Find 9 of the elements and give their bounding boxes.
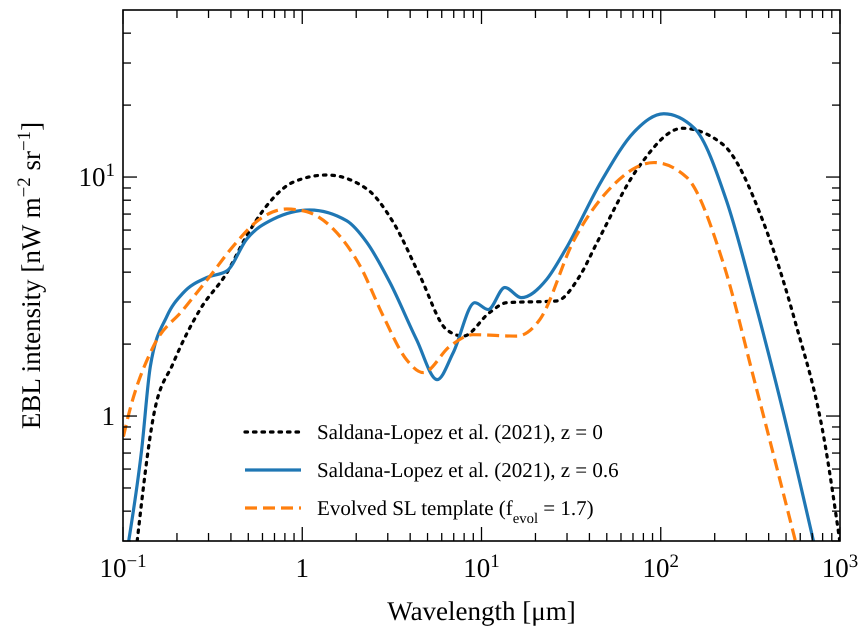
legend-label: Saldana-Lopez et al. (2021), z = 0 [317,420,603,444]
x-tick-label: 10$^{2}$ [642,550,679,583]
x-tick-label: 10$^{1}$ [463,550,500,583]
x-axis-title: Wavelength [μm] [387,596,576,626]
legend-label: Evolved SL template (f$_{evol}$ = 1.7) [317,496,594,527]
x-tick-label: 10$^{3}$ [822,550,858,583]
legend-label: Saldana-Lopez et al. (2021), z = 0.6 [317,458,619,482]
x-tick-label: 10$^{−1}$ [99,550,147,583]
x-tick-label: 1 [296,553,309,583]
